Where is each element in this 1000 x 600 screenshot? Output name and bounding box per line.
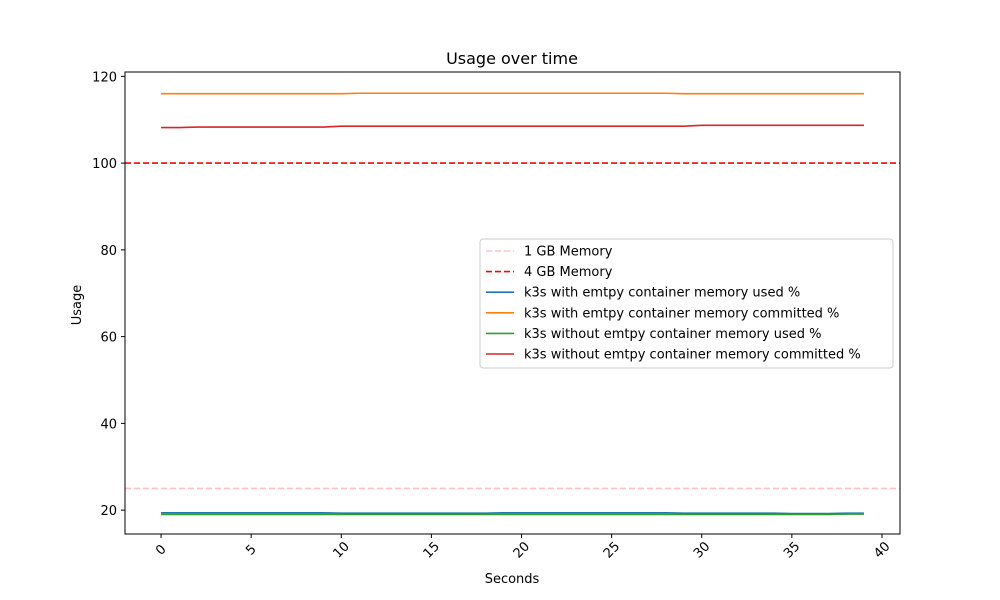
- legend-label: k3s with emtpy container memory used %: [524, 286, 800, 301]
- y-tick-label: 20: [100, 504, 117, 519]
- plot-area: [124, 71, 901, 535]
- y-axis: 20 40 60 80 100 120: [92, 70, 125, 519]
- y-tick-label: 100: [92, 157, 117, 172]
- legend-label: 1 GB Memory: [524, 245, 613, 260]
- x-tick-label: 25: [601, 539, 623, 561]
- series-line-1: [161, 511, 864, 515]
- y-tick-label: 80: [100, 244, 117, 259]
- legend-label: k3s without emtpy container memory used …: [524, 327, 821, 342]
- y-tick-label: 60: [100, 331, 117, 346]
- x-tick-label: 20: [511, 539, 533, 561]
- x-tick-label: 30: [691, 539, 713, 561]
- plot-frame: [124, 71, 901, 535]
- x-tick-label: 5: [243, 542, 259, 558]
- chart-title: Usage over time: [446, 49, 578, 68]
- legend-label: k3s without emtpy container memory commi…: [524, 348, 861, 363]
- legend-box: [479, 238, 894, 369]
- x-tick-label: 15: [421, 539, 443, 561]
- series-line-4: [161, 124, 864, 129]
- x-axis: 0 5 10 15 20 25 30 35 40: [153, 534, 893, 562]
- x-tick-label: 35: [781, 539, 803, 561]
- legend-label: 4 GB Memory: [524, 265, 613, 280]
- x-tick-label: 0: [153, 542, 169, 558]
- y-tick-label: 40: [100, 417, 117, 432]
- legend-label: k3s with emtpy container memory committe…: [524, 306, 839, 321]
- x-tick-label: 10: [330, 539, 352, 561]
- x-axis-label: Seconds: [485, 572, 540, 587]
- legend: 1 GB Memory 4 GB Memory k3s with emtpy con…: [479, 238, 894, 369]
- y-axis-label: Usage: [70, 285, 85, 326]
- x-tick-label: 40: [871, 539, 893, 561]
- y-tick-label: 120: [92, 70, 117, 85]
